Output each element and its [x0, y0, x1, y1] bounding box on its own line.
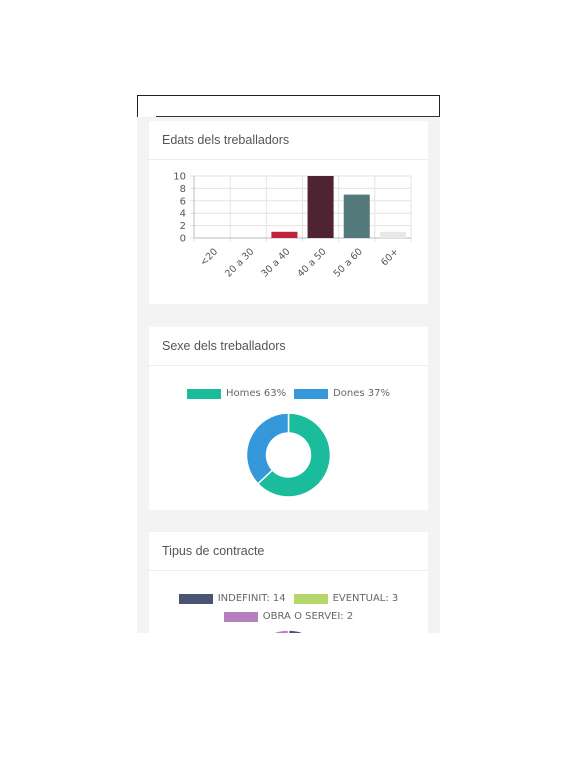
legend-swatch: [186, 388, 221, 399]
legend-swatch: [293, 593, 328, 604]
x-tick-label: 40 a 50: [295, 246, 328, 279]
card-title-tipus: Tipus de contracte: [162, 544, 265, 558]
card-edats: Edats dels treballadors 0 2 4 6 8 10 <20 20 a 3…: [149, 121, 428, 304]
card-tipus: Tipus de contracte INDEFINIT: 14 EVENTUAL…: [149, 532, 428, 633]
legend-swatch: [178, 593, 213, 604]
contract-legend-row-2: OBRA O SERVEI: 2: [149, 611, 428, 622]
y-tick-label: 10: [173, 172, 186, 183]
card-header: Edats dels treballadors: [149, 121, 428, 160]
y-tick-label: 2: [180, 221, 186, 232]
bar-grid: [190, 175, 412, 242]
legend-item[interactable]: INDEFINIT: 14: [178, 593, 286, 604]
legend-item[interactable]: EVENTUAL: 3: [293, 593, 399, 604]
doughnut-slice-0[interactable]: [256, 412, 332, 498]
sexe-legend: Homes 63% Dones 37%: [149, 388, 428, 399]
legend-item[interactable]: Dones 37%: [294, 388, 390, 399]
x-tick-label: 30 a 40: [259, 246, 292, 279]
legend-label: Homes 63%: [225, 388, 287, 399]
contract-legend-row-1: INDEFINIT: 14 EVENTUAL: 3: [149, 593, 428, 604]
bar-3[interactable]: [307, 176, 334, 238]
app-viewport: Edats dels treballadors 0 2 4 6 8 10 <20 20 a 3…: [137, 95, 440, 633]
legend-label: Dones 37%: [333, 388, 391, 399]
legend-item[interactable]: Homes 63%: [186, 388, 287, 399]
bar-5[interactable]: [379, 231, 406, 238]
legend-label: EVENTUAL: 3: [332, 593, 399, 604]
bar-2[interactable]: [271, 231, 298, 238]
sex-doughnut-chart: [245, 412, 332, 498]
card-title-edats: Edats dels treballadors: [162, 133, 290, 147]
legend-label: INDEFINIT: 14: [217, 593, 286, 604]
card-header: Sexe dels treballadors: [149, 327, 428, 366]
card-title-sexe: Sexe dels treballadors: [162, 339, 286, 353]
x-tick-label: 50 a 60: [332, 246, 365, 279]
doughnut-slice-1[interactable]: [245, 412, 290, 485]
y-tick-label: 4: [180, 209, 186, 220]
y-tick-label: 6: [180, 196, 186, 207]
top-bar-tick: [138, 116, 156, 117]
contract-pie-chart: [246, 629, 332, 633]
legend-label: OBRA O SERVEI: 2: [262, 611, 354, 622]
x-tick-label: 60+: [379, 246, 401, 268]
bar-4[interactable]: [343, 194, 370, 238]
pie-slice-2[interactable]: [262, 629, 290, 633]
x-tick-label: 20 a 30: [223, 246, 256, 279]
x-tick-label: <20: [198, 246, 220, 268]
y-tick-label: 8: [180, 184, 186, 195]
pie-slice-0[interactable]: [246, 629, 332, 633]
legend-swatch: [294, 388, 329, 399]
top-bar: [137, 95, 440, 117]
card-header: Tipus de contracte: [149, 532, 428, 571]
legend-swatch: [223, 611, 258, 622]
legend-item[interactable]: OBRA O SERVEI: 2: [223, 611, 354, 622]
y-tick-label: 0: [180, 234, 186, 245]
card-sexe: Sexe dels treballadors Homes 63% Dones 37…: [149, 327, 428, 510]
